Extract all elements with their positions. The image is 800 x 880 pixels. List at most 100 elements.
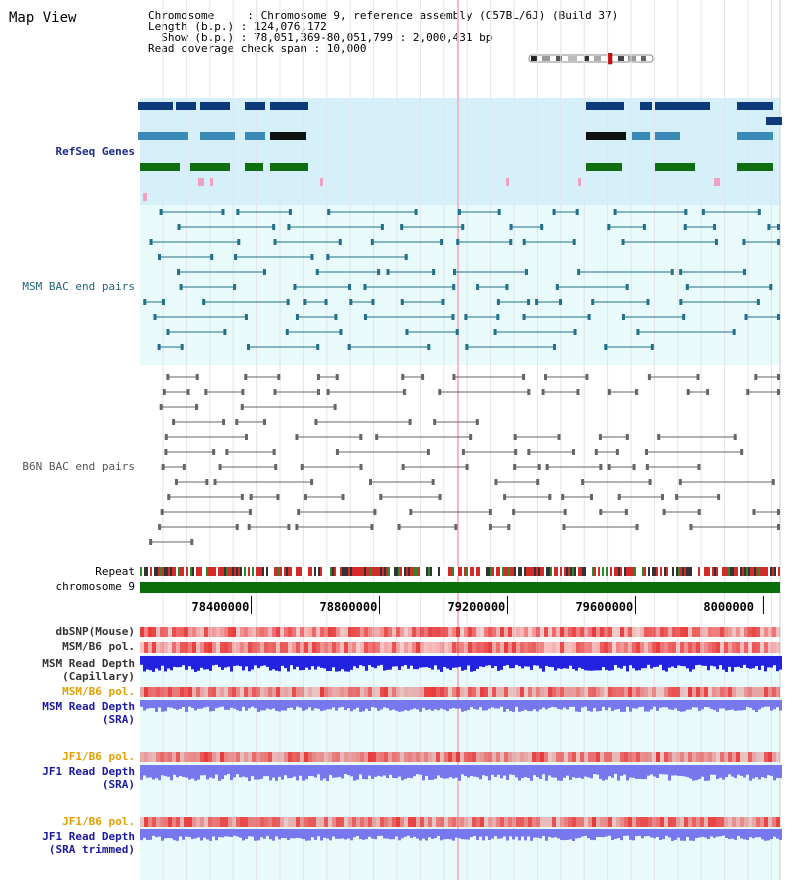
repeat-element bbox=[436, 567, 438, 576]
jf1-pol-bin bbox=[584, 752, 588, 762]
msm-bac-end bbox=[540, 224, 544, 230]
jf1-depth-sra-bar bbox=[200, 765, 203, 776]
chromosome-ideogram[interactable] bbox=[528, 53, 656, 65]
repeat-element bbox=[278, 567, 280, 576]
msm-depth-capillary-bar bbox=[632, 656, 635, 669]
jf1-pol-2-bin bbox=[336, 817, 340, 827]
jf1-pol-2-bin bbox=[276, 817, 280, 827]
msm-bac-end bbox=[293, 284, 297, 290]
jf1-depth-sra-bar bbox=[383, 765, 386, 776]
msm-bac-end bbox=[650, 344, 654, 350]
jf1-pol-bin bbox=[164, 752, 168, 762]
msm-bac-end bbox=[457, 209, 461, 215]
axis-tick-label: 78800000 bbox=[319, 600, 378, 614]
msm-bac-end bbox=[427, 344, 431, 350]
track-label-chromosome: chromosome 9 bbox=[55, 580, 135, 593]
msm-depth-sra-bar bbox=[179, 700, 182, 709]
msm-pol-2-bin bbox=[632, 687, 636, 697]
jf1-depth-trimmed-bar bbox=[761, 829, 764, 840]
msm-pol-bin bbox=[432, 642, 436, 653]
b6n-bac-end bbox=[675, 494, 679, 500]
repeat-element bbox=[764, 567, 766, 576]
jf1-pol-2-bin bbox=[704, 817, 708, 827]
msm-depth-sra-bar bbox=[602, 700, 605, 707]
b6n-bac-end bbox=[752, 509, 756, 515]
jf1-pol-bin bbox=[440, 752, 444, 762]
repeat-element bbox=[646, 567, 648, 576]
axis-tick-label: 79600000 bbox=[575, 600, 634, 614]
repeat-element bbox=[750, 567, 752, 576]
repeat-element bbox=[706, 567, 708, 576]
repeat-element bbox=[398, 567, 400, 576]
msm-depth-sra-bar bbox=[239, 700, 242, 712]
repeat-element bbox=[338, 567, 340, 576]
repeat-element bbox=[272, 567, 274, 576]
msm-depth-sra-bar bbox=[377, 700, 380, 711]
jf1-pol-bin bbox=[436, 752, 440, 762]
jf1-depth-sra-bar bbox=[263, 765, 266, 777]
repeat-element bbox=[488, 567, 490, 576]
msm-depth-capillary-bar bbox=[629, 656, 632, 666]
repeat-element bbox=[730, 567, 732, 576]
jf1-depth-trimmed-bar bbox=[773, 829, 776, 837]
msm-bac-end bbox=[604, 344, 608, 350]
msm-pol-2-bin bbox=[200, 687, 204, 697]
dbsnp-bin bbox=[352, 627, 356, 637]
jf1-pol-2-bin bbox=[340, 817, 344, 827]
jf1-depth-sra-bar bbox=[650, 765, 653, 775]
msm-depth-capillary-bar bbox=[611, 656, 614, 671]
msm-pol-bin bbox=[680, 642, 684, 653]
msm-depth-sra-bar bbox=[608, 700, 611, 708]
jf1-depth-trimmed-bar bbox=[581, 829, 584, 837]
jf1-depth-sra-bar bbox=[500, 765, 503, 779]
dbsnp-bin bbox=[280, 627, 284, 637]
jf1-pol-bin bbox=[140, 752, 144, 762]
repeat-element bbox=[322, 567, 324, 576]
repeat-element bbox=[242, 567, 244, 576]
msm-depth-sra-bar bbox=[713, 700, 716, 711]
msm-depth-sra-bar bbox=[215, 700, 218, 709]
msm-pol-2-bin bbox=[756, 687, 760, 697]
b6n-bac-end bbox=[475, 419, 479, 425]
msm-bac-end bbox=[683, 224, 687, 230]
msm-bac-end bbox=[153, 314, 157, 320]
msm-depth-sra-bar bbox=[308, 700, 311, 708]
jf1-depth-sra-bar bbox=[377, 765, 380, 776]
dbsnp-bin bbox=[708, 627, 712, 637]
jf1-depth-sra-bar bbox=[722, 765, 725, 780]
jf1-depth-trimmed-bar bbox=[302, 829, 305, 840]
msm-pol-2-bin bbox=[668, 687, 672, 697]
jf1-depth-sra-bar bbox=[479, 765, 482, 780]
jf1-pol-bin bbox=[272, 752, 276, 762]
msm-bac-end bbox=[625, 284, 629, 290]
b6n-bac-end bbox=[706, 389, 710, 395]
jf1-pol-bin bbox=[772, 752, 776, 762]
msm-pol-2-bin bbox=[304, 687, 308, 697]
jf1-depth-sra-bar bbox=[512, 765, 515, 775]
jf1-depth-trimmed-bar bbox=[662, 829, 665, 840]
jf1-pol-bin bbox=[464, 752, 468, 762]
msm-pol-bin bbox=[480, 642, 484, 653]
msm-pol-bin bbox=[632, 642, 636, 653]
msm-pol-2-bin bbox=[372, 687, 376, 697]
repeat-element bbox=[292, 567, 294, 576]
dbsnp-bin bbox=[572, 627, 576, 637]
msm-depth-capillary-bar bbox=[191, 656, 194, 670]
msm-depth-capillary-bar bbox=[284, 656, 287, 669]
repeat-element bbox=[744, 567, 746, 576]
jf1-pol-bin bbox=[420, 752, 424, 762]
jf1-depth-sra-bar bbox=[419, 765, 422, 775]
jf1-pol-bin bbox=[480, 752, 484, 762]
jf1-pol-bin bbox=[200, 752, 204, 762]
msm-depth-sra-bar bbox=[692, 700, 695, 708]
b6n-bac-end bbox=[164, 449, 168, 455]
msm-depth-capillary-bar bbox=[620, 656, 623, 669]
msm-depth-capillary-bar bbox=[347, 656, 350, 672]
dbsnp-bin bbox=[600, 627, 604, 637]
dbsnp-bin bbox=[296, 627, 300, 637]
msm-depth-capillary-bar bbox=[578, 656, 581, 668]
jf1-pol-bin bbox=[424, 752, 428, 762]
repeat-element bbox=[668, 567, 670, 576]
msm-depth-capillary-bar bbox=[344, 656, 347, 672]
